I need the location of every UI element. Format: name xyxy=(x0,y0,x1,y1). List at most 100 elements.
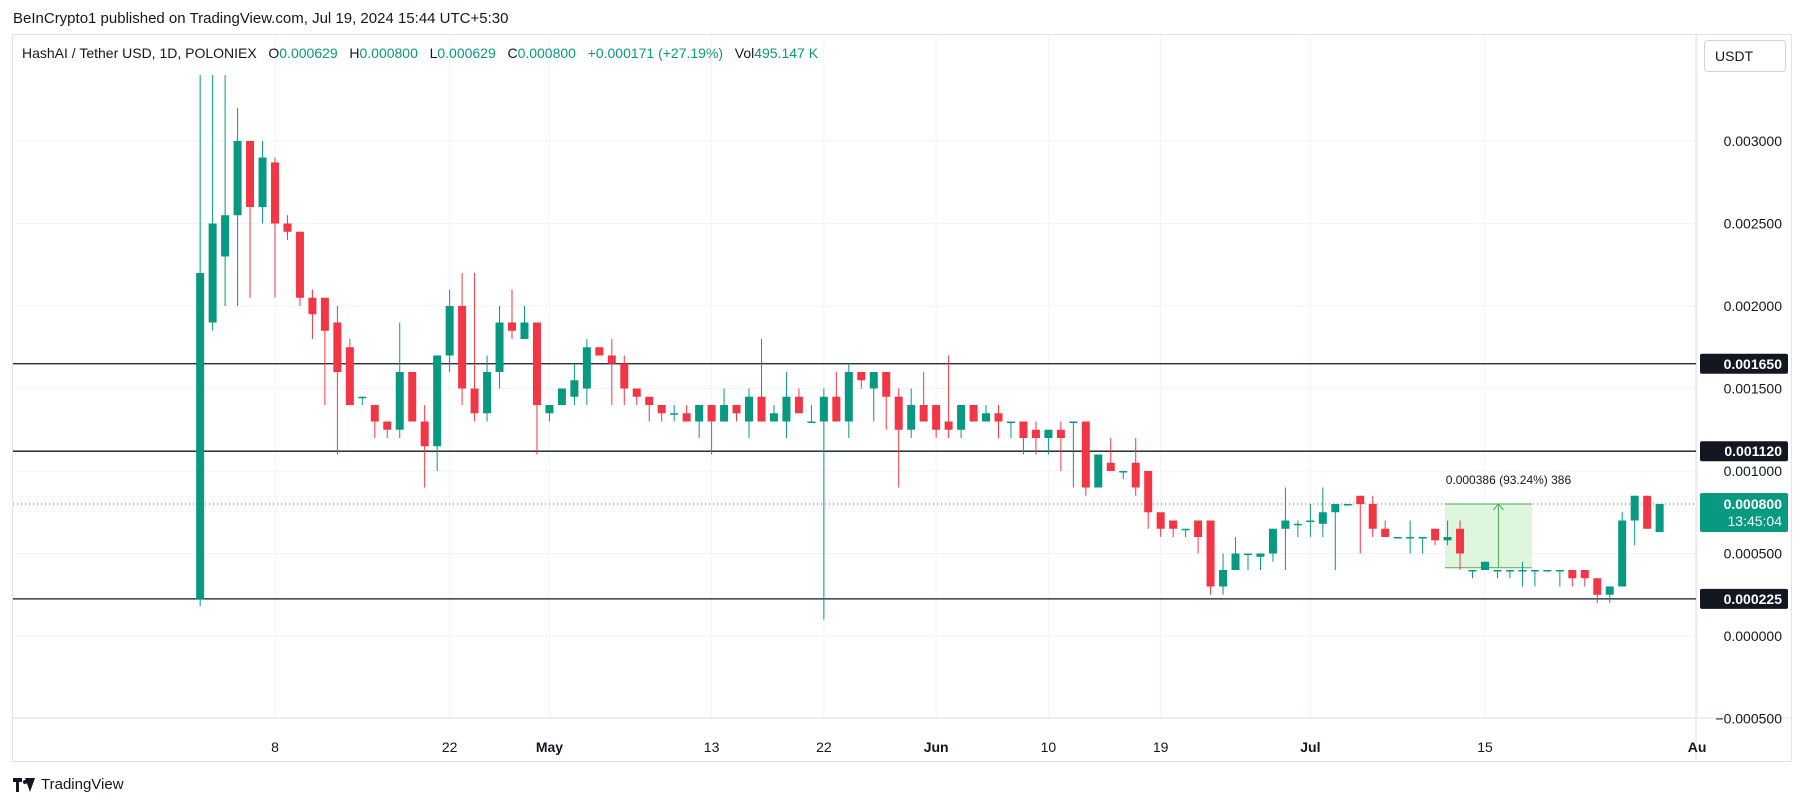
candle-body[interactable] xyxy=(1293,523,1302,526)
candle-body[interactable] xyxy=(1081,421,1090,488)
candle-body[interactable] xyxy=(1618,520,1627,587)
candle-body[interactable] xyxy=(944,421,953,430)
candle-body[interactable] xyxy=(1281,520,1290,529)
candle-body[interactable] xyxy=(395,372,404,430)
candle-body[interactable] xyxy=(720,405,729,422)
candle-body[interactable] xyxy=(1094,454,1103,488)
candle-body[interactable] xyxy=(1131,462,1140,488)
candle-body[interactable] xyxy=(408,372,417,422)
candle-body[interactable] xyxy=(1443,537,1452,541)
candle-body[interactable] xyxy=(1119,471,1128,473)
candle-body[interactable] xyxy=(420,421,429,447)
candle-body[interactable] xyxy=(1580,570,1589,579)
candle-body[interactable] xyxy=(769,413,778,422)
candle-body[interactable] xyxy=(320,297,329,331)
candle-body[interactable] xyxy=(1468,570,1477,572)
candle-body[interactable] xyxy=(1605,586,1614,595)
candle-body[interactable] xyxy=(208,223,217,323)
candle-body[interactable] xyxy=(1393,537,1402,539)
candle-body[interactable] xyxy=(807,421,816,424)
candle-body[interactable] xyxy=(458,306,467,389)
candle-body[interactable] xyxy=(1481,561,1489,570)
candle-body[interactable] xyxy=(1069,421,1078,424)
candle-body[interactable] xyxy=(919,405,928,422)
candle-body[interactable] xyxy=(470,388,479,414)
candle-body[interactable] xyxy=(620,363,629,389)
candle-body[interactable] xyxy=(1181,528,1190,531)
candle-body[interactable] xyxy=(1630,495,1639,521)
candle-body[interactable] xyxy=(1356,495,1365,504)
candle-body[interactable] xyxy=(545,405,554,414)
candle-body[interactable] xyxy=(1031,429,1040,438)
candle-body[interactable] xyxy=(1456,528,1465,554)
candle-body[interactable] xyxy=(1493,570,1502,572)
candle-body[interactable] xyxy=(757,396,766,422)
candle-body[interactable] xyxy=(732,405,741,414)
candle-body[interactable] xyxy=(1555,570,1564,572)
candle-body[interactable] xyxy=(645,396,654,405)
candle-body[interactable] xyxy=(221,215,230,257)
candle-body[interactable] xyxy=(1593,578,1602,595)
candle-body[interactable] xyxy=(495,322,504,373)
candle-body[interactable] xyxy=(857,372,866,381)
candle-body[interactable] xyxy=(383,421,392,430)
candle-body[interactable] xyxy=(819,396,828,422)
candle-body[interactable] xyxy=(1231,553,1240,571)
candle-body[interactable] xyxy=(1169,520,1178,529)
candle-body[interactable] xyxy=(1418,537,1427,539)
candle-body[interactable] xyxy=(1431,528,1440,541)
candle-body[interactable] xyxy=(869,372,878,389)
candle-body[interactable] xyxy=(233,141,242,216)
candle-body[interactable] xyxy=(882,372,891,397)
candle-body[interactable] xyxy=(1019,421,1028,439)
candle-body[interactable] xyxy=(1256,553,1265,557)
candle-body[interactable] xyxy=(1219,570,1228,587)
candle-body[interactable] xyxy=(682,413,691,422)
candle-body[interactable] xyxy=(595,347,604,356)
candle-body[interactable] xyxy=(1331,504,1340,513)
candle-body[interactable] xyxy=(994,413,1003,422)
candle-body[interactable] xyxy=(844,372,853,422)
candle-body[interactable] xyxy=(532,322,541,406)
candle-body[interactable] xyxy=(1006,421,1015,424)
candle-body[interactable] xyxy=(670,413,679,415)
candle-body[interactable] xyxy=(907,405,916,430)
candle-body[interactable] xyxy=(508,322,517,331)
candle-body[interactable] xyxy=(246,141,255,207)
candle-body[interactable] xyxy=(1106,462,1115,471)
candle-body[interactable] xyxy=(969,405,978,422)
candle-body[interactable] xyxy=(832,396,841,422)
candle-body[interactable] xyxy=(1306,520,1315,523)
candle-body[interactable] xyxy=(271,162,279,224)
candle-body[interactable] xyxy=(557,388,566,406)
candle-body[interactable] xyxy=(632,388,641,397)
candle-body[interactable] xyxy=(1206,520,1215,587)
candle-body[interactable] xyxy=(582,347,591,389)
candle-body[interactable] xyxy=(433,355,442,447)
candle-body[interactable] xyxy=(782,396,791,422)
candle-body[interactable] xyxy=(894,396,903,430)
candle-body[interactable] xyxy=(1318,512,1327,524)
candle-body[interactable] xyxy=(1343,504,1352,506)
candle-body[interactable] xyxy=(1406,537,1415,539)
candle-body[interactable] xyxy=(1243,553,1252,556)
candle-body[interactable] xyxy=(370,405,379,422)
candle-body[interactable] xyxy=(483,372,492,414)
candle-body[interactable] xyxy=(196,273,205,600)
candle-body[interactable] xyxy=(283,223,292,232)
candle-body[interactable] xyxy=(794,396,803,414)
candle-body[interactable] xyxy=(1268,528,1277,554)
candle-body[interactable] xyxy=(358,396,367,399)
candle-body[interactable] xyxy=(1056,429,1065,438)
candle-body[interactable] xyxy=(1655,504,1664,533)
candle-body[interactable] xyxy=(1505,570,1514,572)
candle-body[interactable] xyxy=(1643,495,1652,529)
candle-body[interactable] xyxy=(1044,429,1053,438)
candle-body[interactable] xyxy=(607,355,616,364)
candle-body[interactable] xyxy=(345,347,354,405)
candle-body[interactable] xyxy=(982,413,991,422)
candle-body[interactable] xyxy=(1381,528,1390,537)
candle-body[interactable] xyxy=(957,405,966,430)
candle-body[interactable] xyxy=(695,405,704,422)
